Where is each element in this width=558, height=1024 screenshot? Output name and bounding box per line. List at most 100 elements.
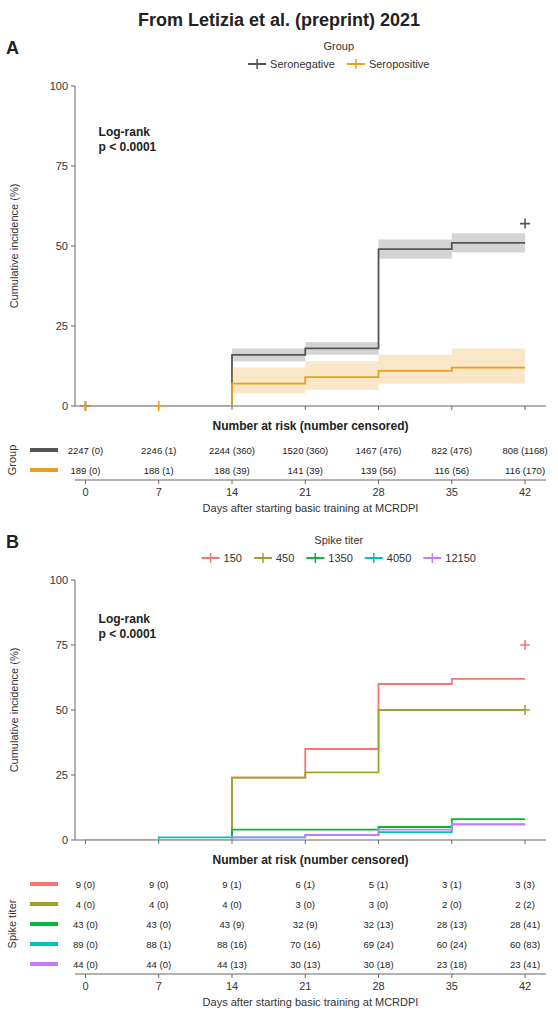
risk-value: 3 (0) (369, 899, 389, 910)
ci-band (85, 348, 525, 406)
risk-x-tick (232, 974, 233, 978)
x-label: Days after starting basic training at MC… (203, 502, 419, 514)
risk-value: 43 (9) (220, 919, 245, 930)
legend-label: Seronegative (270, 58, 335, 70)
legend-marker (369, 553, 379, 563)
y-tick-label: 75 (56, 160, 68, 172)
risk-value: 3 (0) (295, 899, 315, 910)
y-tick-label: 50 (56, 704, 68, 716)
panel: B0255075100Cumulative incidence (%)Log-r… (6, 532, 546, 1008)
x-tick (525, 840, 526, 844)
y-tick (71, 840, 75, 841)
ci-band (85, 233, 525, 406)
x-tick (525, 406, 526, 410)
x-tick (305, 840, 306, 844)
risk-x-tick-label: 28 (372, 980, 384, 992)
x-tick (85, 840, 86, 844)
plot-area (85, 679, 525, 840)
risk-x-tick-label: 42 (519, 486, 531, 498)
y-tick-label: 0 (62, 834, 68, 846)
legend-marker (252, 59, 262, 69)
y-tick-label: 75 (56, 639, 68, 651)
risk-value: 70 (16) (290, 939, 320, 950)
risk-row-swatch (30, 882, 58, 886)
risk-value: 1467 (476) (356, 445, 402, 456)
risk-x-tick (85, 480, 86, 484)
risk-x-axis (75, 974, 546, 975)
legend-marker (310, 553, 320, 563)
legend-label: 4050 (387, 552, 411, 564)
risk-value: 188 (39) (214, 465, 249, 476)
legend-label: 150 (224, 552, 242, 564)
risk-value: 32 (13) (363, 919, 393, 930)
title: From Letizia et al. (preprint) 2021 (138, 10, 420, 30)
risk-value: 88 (16) (217, 939, 247, 950)
y-label: Cumulative incidence (%) (8, 184, 20, 309)
x-tick (232, 406, 233, 410)
y-tick (71, 775, 75, 776)
risk-x-tick-label: 7 (156, 486, 162, 498)
risk-x-tick (451, 974, 452, 978)
censor-mark (520, 705, 530, 715)
x-tick (232, 840, 233, 844)
legend-entry: 1350 (306, 552, 352, 564)
risk-x-tick (378, 974, 379, 978)
x-tick (451, 406, 452, 410)
annotation: Log-rankp < 0.0001 (99, 125, 157, 154)
risk-x-tick (158, 974, 159, 978)
risk-row-swatch (30, 468, 58, 472)
x-tick (305, 406, 306, 410)
x-tick (158, 840, 159, 844)
risk-x-tick-label: 0 (82, 980, 88, 992)
risk-value: 30 (18) (363, 959, 393, 970)
risk-x-tick-label: 21 (299, 980, 311, 992)
legend-label: 12150 (445, 552, 476, 564)
risk-x-tick (451, 480, 452, 484)
y-tick (71, 710, 75, 711)
y-tick (71, 645, 75, 646)
risk-x-tick (305, 974, 306, 978)
risk-value: 23 (41) (510, 959, 540, 970)
risk-value: 2247 (0) (68, 445, 103, 456)
risk-x-tick-label: 35 (446, 486, 458, 498)
legend-title: Group (323, 40, 354, 52)
y-tick (71, 246, 75, 247)
risk-value: 44 (0) (73, 959, 98, 970)
legend-entry: 450 (254, 552, 294, 564)
risk-table-title: Number at risk (number censored) (212, 853, 408, 867)
censor-mark (154, 401, 164, 411)
censor-area (520, 640, 530, 715)
risk-value: 9 (0) (149, 879, 169, 890)
risk-x-tick (525, 974, 526, 978)
km-line (85, 679, 525, 840)
risk-value: 188 (1) (144, 465, 174, 476)
figure: From Letizia et al. (preprint) 2021A0255… (0, 0, 558, 1024)
legend-label: 450 (276, 552, 294, 564)
y-tick-label: 100 (50, 574, 68, 586)
legend-entries: 150 450 1350 4050 12150 (202, 552, 476, 564)
y-tick (71, 166, 75, 167)
legend-marker (258, 553, 268, 563)
km-line (85, 710, 525, 840)
risk-x-tick-label: 0 (82, 486, 88, 498)
km-line (85, 824, 525, 840)
risk-value: 60 (24) (437, 939, 467, 950)
y-tick-label: 25 (56, 769, 68, 781)
risk-value: 89 (0) (73, 939, 98, 950)
annotation: Log-rankp < 0.0001 (99, 612, 157, 641)
risk-value: 2 (0) (442, 899, 462, 910)
legend-label: 1350 (328, 552, 352, 564)
risk-x-tick-label: 14 (226, 486, 238, 498)
risk-value: 4 (0) (222, 899, 242, 910)
risk-value: 88 (1) (146, 939, 171, 950)
censor-mark (520, 640, 530, 650)
risk-table: 071421283542Days after starting basic tr… (6, 445, 548, 515)
risk-x-tick (378, 480, 379, 484)
censor-mark (80, 401, 90, 411)
panel: A0255075100Cumulative incidence (%)Log-r… (6, 38, 548, 514)
legend-label: Seropositive (369, 58, 430, 70)
risk-row-swatch (30, 962, 58, 966)
risk-x-axis (75, 480, 546, 481)
y-label: Cumulative incidence (%) (8, 648, 20, 773)
risk-value: 60 (83) (510, 939, 540, 950)
